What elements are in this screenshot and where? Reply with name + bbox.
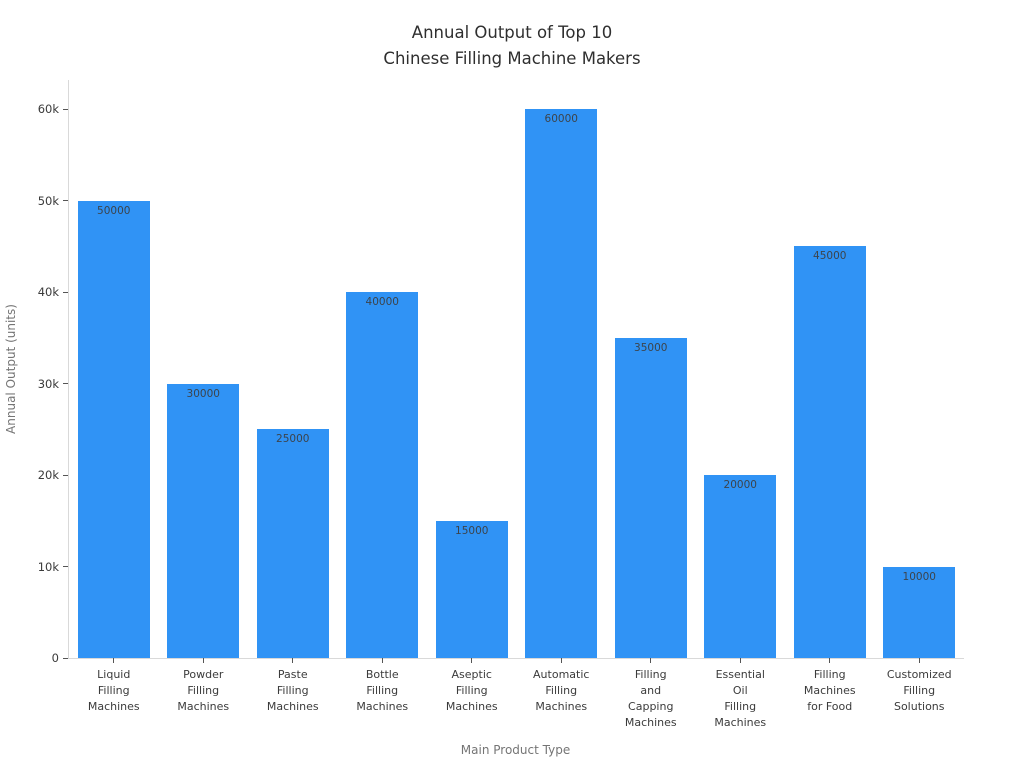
bar: 50000 bbox=[77, 200, 150, 658]
x-tick-mark bbox=[381, 658, 383, 663]
x-tick-label: Powder Filling Machines bbox=[177, 668, 230, 713]
bar-value-label: 35000 bbox=[634, 341, 668, 354]
x-tick-mark bbox=[650, 658, 652, 663]
x-tick-mark bbox=[113, 658, 115, 663]
bar-value-label: 25000 bbox=[276, 433, 310, 446]
bar-value-label: 10000 bbox=[902, 570, 936, 583]
x-axis-title: Main Product Type bbox=[460, 743, 571, 757]
x-tick-label: Liquid Filling Machines bbox=[87, 668, 140, 713]
y-tick-mark bbox=[63, 200, 68, 202]
bar-value-label: 45000 bbox=[813, 250, 847, 263]
y-tick-mark bbox=[63, 383, 68, 385]
x-tick-mark bbox=[829, 658, 831, 663]
x-tick-label: Essential Oil Filling Machines bbox=[714, 668, 767, 729]
y-tick-label: 0 bbox=[51, 651, 59, 665]
x-tick-mark bbox=[739, 658, 741, 663]
y-tick-label: 50k bbox=[37, 193, 59, 208]
x-tick-label: Filling and Capping Machines bbox=[624, 668, 677, 729]
bar-value-label: 40000 bbox=[365, 296, 399, 309]
bar: 35000 bbox=[614, 337, 687, 658]
x-tick-label: Customized Filling Solutions bbox=[886, 668, 952, 713]
x-tick-mark bbox=[560, 658, 562, 663]
x-tick-label: Automatic Filling Machines bbox=[533, 668, 590, 713]
y-tick-mark bbox=[63, 566, 68, 568]
bar-value-label: 50000 bbox=[97, 204, 131, 217]
bar: 25000 bbox=[256, 429, 329, 658]
y-tick-label: 40k bbox=[37, 285, 59, 300]
x-tick-label: Filling Machines for Food bbox=[803, 668, 856, 713]
bar: 20000 bbox=[704, 475, 777, 658]
y-tick-label: 20k bbox=[37, 468, 59, 483]
y-axis-title: Annual Output (units) bbox=[4, 304, 18, 434]
plot-area: 0 10k 20k 30k 40k 50k 60k 50000 Liquid Filling M… bbox=[38, 80, 964, 729]
x-tick-mark bbox=[202, 658, 204, 663]
chart-title: Annual Output of Top 10 Chinese Filling … bbox=[383, 23, 641, 68]
y-tick-label: 60k bbox=[37, 102, 59, 117]
bar-value-label: 30000 bbox=[186, 387, 220, 400]
bar: 45000 bbox=[793, 246, 866, 658]
x-tick-mark bbox=[471, 658, 473, 663]
x-tick-label: Aseptic Filling Machines bbox=[445, 668, 498, 713]
y-tick-label: 10k bbox=[37, 559, 59, 574]
bar: 40000 bbox=[346, 292, 419, 658]
bar-value-label: 60000 bbox=[544, 113, 578, 126]
x-tick-label: Bottle Filling Machines bbox=[356, 668, 409, 713]
x-tick-label: Paste Filling Machines bbox=[266, 668, 319, 713]
x-tick-mark bbox=[918, 658, 920, 663]
bar: 30000 bbox=[167, 383, 240, 658]
bar: 60000 bbox=[525, 109, 598, 658]
bar: 15000 bbox=[435, 520, 508, 658]
y-tick-mark bbox=[63, 657, 68, 659]
y-tick-mark bbox=[63, 474, 68, 476]
y-tick-mark bbox=[63, 108, 68, 110]
bar: 10000 bbox=[883, 566, 956, 658]
y-tick-mark bbox=[63, 291, 68, 293]
bar-value-label: 15000 bbox=[455, 524, 489, 537]
x-tick-mark bbox=[292, 658, 294, 663]
y-tick-label: 30k bbox=[37, 376, 59, 391]
bar-value-label: 20000 bbox=[723, 479, 757, 492]
